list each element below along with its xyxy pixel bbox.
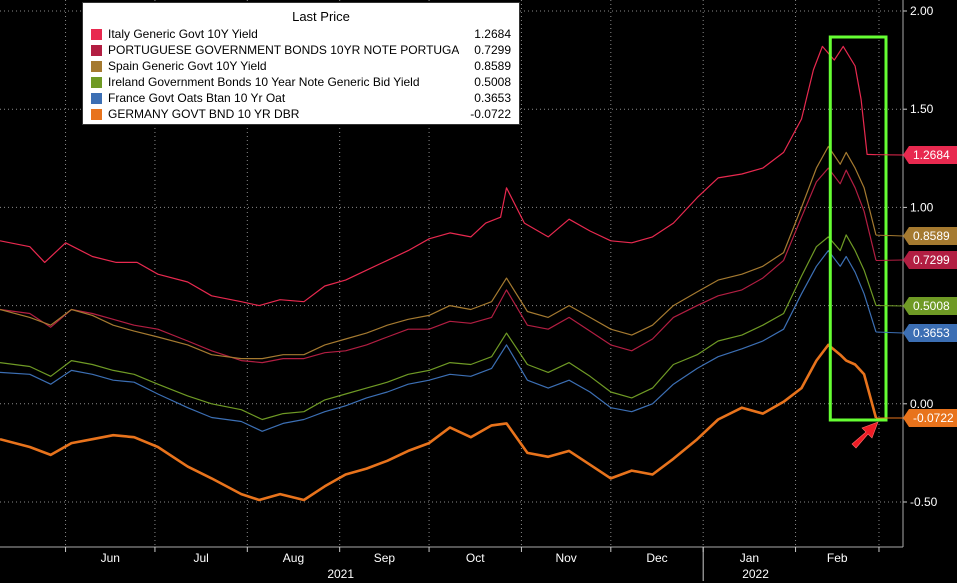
value-tag [903,324,957,342]
value-tag [903,227,957,245]
legend-row-france: France Govt Oats Btan 10 Yr Oat 0.3653 [91,90,511,106]
x-month-label: Sep [374,551,396,565]
value-tag [903,409,957,427]
x-month-label: Jun [101,551,120,565]
legend: Last Price Italy Generic Govt 10Y Yield … [82,2,520,125]
legend-name: GERMANY GOVT BND 10 YR DBR [108,107,300,121]
series-line-1 [0,167,877,364]
highlight-rect [828,35,888,422]
x-year-label: 2022 [742,567,769,581]
legend-name: Spain Generic Govt 10Y Yield [108,59,267,73]
legend-swatch [91,92,102,104]
legend-row-germany: GERMANY GOVT BND 10 YR DBR -0.0722 [91,106,511,122]
legend-row-spain: Spain Generic Govt 10Y Yield 0.8589 [91,58,511,74]
value-tag-label: 0.3653 [913,326,950,340]
value-tag-label: 0.8589 [913,229,950,243]
y-tick-label: 2.00 [910,4,934,18]
legend-row-portugal: PORTUGUESE GOVERNMENT BONDS 10YR NOTE PO… [91,42,511,58]
series-line-3 [0,234,877,421]
series-line-5 [0,343,878,502]
x-axis: Jun Jul Aug Sep Oct Nov Dec Jan Feb 2021 2022 [0,546,903,581]
legend-swatch [91,108,102,120]
x-month-label: Nov [555,551,576,565]
value-tag-label: -0.0722 [913,411,954,425]
legend-name: France Govt Oats Btan 10 Yr Oat [108,91,286,105]
y-tick-label: 1.50 [910,102,934,116]
x-month-label: Oct [466,551,485,565]
value-tag [903,297,957,315]
legend-name: Ireland Government Bonds 10 Year Note Ge… [108,75,420,89]
legend-value: 0.7299 [474,43,511,57]
value-tag [903,146,957,164]
x-year-label: 2021 [327,567,354,581]
legend-name: PORTUGUESE GOVERNMENT BONDS 10YR NOTE PO… [108,43,459,57]
y-tick-label: -0.50 [910,495,938,509]
arrow-icon [851,421,879,449]
x-month-label: Feb [827,551,848,565]
series-line-4 [0,250,877,432]
value-leader [875,331,904,334]
legend-value: -0.0722 [470,107,511,121]
y-axis: 2.001.501.000.500.00-0.50 [902,0,938,547]
legend-title: Last Price [292,9,350,24]
legend-name: Italy Generic Govt 10Y Yield [108,27,258,41]
legend-swatch [91,28,102,40]
value-leader [875,304,904,307]
value-tag [903,251,957,269]
red-arrow [851,421,879,449]
legend-swatch [91,76,102,88]
legend-row-italy: Italy Generic Govt 10Y Yield 1.2684 [91,26,511,42]
y-tick-label: 1.00 [910,200,934,214]
x-month-label: Jan [740,551,759,565]
x-month-label: Aug [283,551,304,565]
legend-value: 0.5008 [474,75,511,89]
y-tick-label: 0.00 [910,397,934,411]
x-month-label: Jul [193,551,208,565]
gridlines [0,0,903,547]
value-tag-label: 0.5008 [913,299,950,313]
legend-swatch [91,60,102,72]
value-tag-label: 1.2684 [913,148,950,162]
legend-value: 0.8589 [474,59,511,73]
last-value-labels: 1.2684 0.7299 0.8589 0.5008 0.3653 -0.0722 [875,146,957,427]
value-leader [875,234,904,237]
plot-area [0,45,878,502]
legend-value: 0.3653 [474,91,511,105]
series-line-0 [0,45,877,307]
legend-row-ireland: Ireland Government Bonds 10 Year Note Ge… [91,74,511,90]
x-month-label: Dec [646,551,667,565]
value-tag-label: 0.7299 [913,253,950,267]
legend-value: 1.2684 [474,27,511,41]
legend-swatch [91,44,102,56]
highlight-box [828,35,888,422]
series-line-2 [0,145,877,360]
